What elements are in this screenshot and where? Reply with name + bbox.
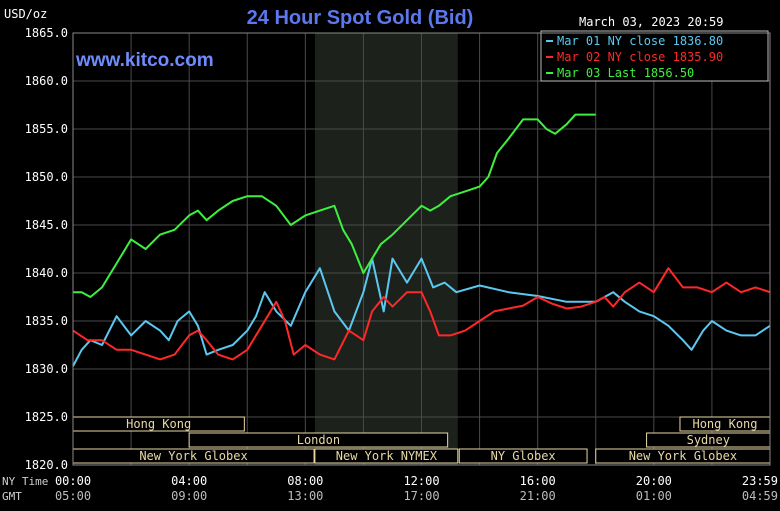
x-tick-label-ny: 23:59 — [742, 474, 778, 488]
legend-entry: Mar 01 NY close 1836.80 — [557, 34, 723, 48]
session-label: New York Globex — [629, 449, 737, 463]
x-tick-label-ny: 04:00 — [171, 474, 207, 488]
session-label: New York Globex — [139, 449, 247, 463]
y-tick-label: 1830.0 — [25, 362, 68, 376]
chart-title: 24 Hour Spot Gold (Bid) — [247, 7, 474, 29]
y-tick-label: 1820.0 — [25, 458, 68, 472]
session-bar — [458, 448, 588, 464]
session-label: New York NYMEX — [336, 449, 438, 463]
y-tick-label: 1845.0 — [25, 218, 68, 232]
x-tick-label-ny: 12:00 — [403, 474, 439, 488]
series-line-3 — [73, 113, 596, 298]
x-tick-label-gmt: 17:00 — [403, 489, 439, 503]
x-tick-label-ny: 08:00 — [287, 474, 323, 488]
x-tick-label-ny: 20:00 — [636, 474, 672, 488]
unit-label: USD/oz — [4, 7, 47, 21]
session-shading — [314, 33, 458, 465]
session-label: Sydney — [687, 433, 730, 447]
x-row-label-gmt: GMT — [2, 490, 22, 503]
x-tick-label-gmt: 21:00 — [520, 489, 556, 503]
legend-entry: Mar 02 NY close 1835.90 — [557, 50, 723, 64]
session-bar — [314, 448, 459, 464]
series-line-1 — [72, 257, 771, 367]
x-row-label-ny: NY Time — [2, 475, 48, 488]
session-label: London — [297, 433, 340, 447]
legend-entry: Mar 03 Last 1856.50 — [557, 66, 694, 80]
legend-box — [540, 30, 769, 82]
watermark: www.kitco.com — [75, 50, 214, 71]
x-tick-label-ny: 00:00 — [55, 474, 91, 488]
x-tick-label-gmt: 04:59 — [742, 489, 778, 503]
series-line-2 — [72, 267, 771, 361]
y-tick-label: 1855.0 — [25, 122, 68, 136]
plot-border — [72, 32, 771, 466]
x-tick-label-gmt: 05:00 — [55, 489, 91, 503]
y-tick-label: 1860.0 — [25, 74, 68, 88]
session-label: Hong Kong — [126, 417, 191, 431]
x-tick-label-gmt: 01:00 — [636, 489, 672, 503]
session-bar — [188, 432, 449, 448]
datetime-stamp: March 03, 2023 20:59 — [579, 15, 724, 29]
x-tick-label-ny: 16:00 — [520, 474, 556, 488]
y-tick-label: 1825.0 — [25, 410, 68, 424]
y-tick-label: 1850.0 — [25, 170, 68, 184]
y-tick-label: 1865.0 — [25, 26, 68, 40]
x-tick-label-gmt: 09:00 — [171, 489, 207, 503]
session-label: Hong Kong — [692, 417, 757, 431]
session-label: NY Globex — [491, 449, 556, 463]
x-tick-label-gmt: 13:00 — [287, 489, 323, 503]
y-tick-label: 1835.0 — [25, 314, 68, 328]
y-tick-label: 1840.0 — [25, 266, 68, 280]
